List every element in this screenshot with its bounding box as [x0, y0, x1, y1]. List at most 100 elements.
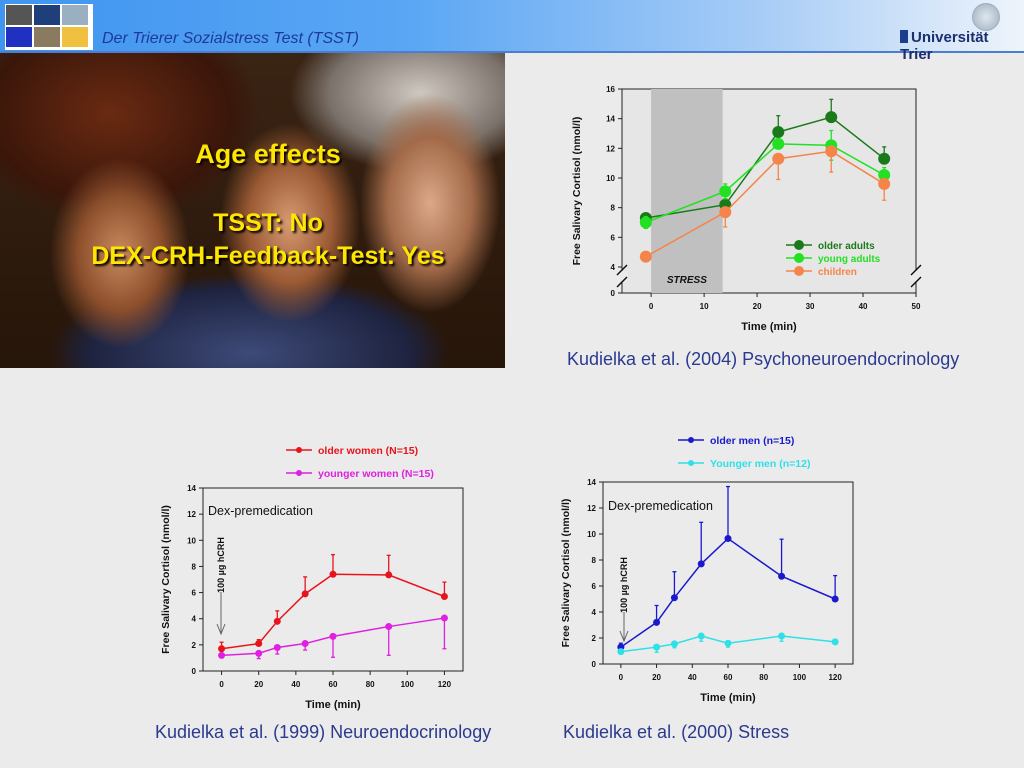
y-axis-label: Free Salivary Cortisol (nmol/l) — [560, 499, 572, 648]
x-tick-label: 100 — [401, 680, 415, 689]
photo-three-women: Age effects TSST: No DEX-CRH-Feedback-Te… — [0, 53, 505, 368]
legend-entry: Younger men (n=12) — [710, 458, 810, 470]
x-tick-label: 40 — [688, 673, 697, 682]
legend-entry: younger women (N=15) — [318, 468, 434, 480]
legend-entry: older men (n=15) — [710, 435, 794, 447]
presentation-title: Der Trierer Sozialstress Test (TSST) — [102, 30, 359, 47]
thumbnail-image — [62, 27, 88, 47]
data-point — [385, 571, 393, 579]
chart-3: 0 2 4 6 8 10 12 14 0 20 40 60 80 100 120 Time (min) Free… — [560, 435, 854, 704]
university-logo: Universität Trier — [900, 29, 1024, 63]
series-younger-men-n-12- — [617, 632, 839, 656]
data-point — [440, 592, 448, 600]
citation-top: Kudielka et al. (2004) Psychoneuroendocr… — [567, 349, 960, 369]
legend-marker — [296, 447, 302, 453]
legend-entry: older women (N=15) — [318, 445, 418, 457]
y-tick-label: 0 — [192, 667, 197, 676]
data-point — [639, 250, 652, 263]
x-tick-label: 100 — [793, 673, 807, 682]
x-tick-label: 20 — [652, 673, 661, 682]
x-tick-label: 30 — [806, 302, 815, 311]
data-point — [697, 632, 705, 640]
data-point — [329, 632, 337, 640]
data-point — [772, 137, 785, 150]
logo-mark-icon — [900, 30, 908, 43]
y-tick-label: 16 — [606, 85, 615, 94]
x-tick-label: 0 — [649, 302, 654, 311]
data-point — [670, 640, 678, 648]
x-tick-label: 40 — [291, 680, 300, 689]
legend-entry: older adults — [818, 241, 875, 252]
y-tick-label: 6 — [192, 589, 197, 598]
legend-marker — [688, 437, 694, 443]
stress-label: STRESS — [667, 275, 707, 286]
y-tick-label: 4 — [592, 608, 597, 617]
y-tick-label: 8 — [611, 204, 616, 213]
y-tick-label: 8 — [592, 556, 597, 565]
header-bar: Der Trierer Sozialstress Test (TSST) Uni… — [0, 0, 1024, 63]
dex-premedication-annotation: Dex-premedication — [608, 499, 713, 513]
data-point — [878, 169, 891, 182]
hcrh-injection-label: 100 µg hCRH — [216, 537, 226, 593]
data-point — [273, 617, 281, 625]
data-point — [273, 643, 281, 651]
x-tick-label: 20 — [753, 302, 762, 311]
y-axis-label: Free Salivary Cortisol (nmol/l) — [160, 505, 172, 654]
y-tick-label: 2 — [192, 641, 197, 650]
data-point — [719, 206, 732, 219]
data-point — [878, 152, 891, 165]
hcrh-injection-label: 100 µg hCRH — [619, 557, 629, 613]
photo-line-1: TSST: No — [213, 209, 323, 237]
data-point — [255, 649, 263, 657]
x-tick-label: 10 — [700, 302, 709, 311]
photo-heading: Age effects — [195, 139, 341, 169]
data-point — [778, 632, 786, 640]
y-axis-label: Free Salivary Cortisol (nmol/l) — [571, 117, 583, 266]
thumbnail-image — [62, 5, 88, 25]
y-tick-label: 0 — [592, 660, 597, 669]
axis-break-mark — [910, 264, 922, 288]
x-tick-label: 20 — [254, 680, 263, 689]
axis-break-mark — [616, 264, 628, 288]
x-axis-label: Time (min) — [305, 699, 361, 711]
data-point — [724, 639, 732, 647]
y-tick-label: 10 — [187, 536, 196, 545]
x-tick-label: 120 — [828, 673, 842, 682]
axis-break-gap — [616, 271, 628, 281]
data-point — [831, 595, 839, 603]
data-point — [617, 648, 625, 656]
thumbnail-image — [6, 5, 32, 25]
data-point — [772, 152, 785, 165]
arrow-down-icon — [216, 592, 226, 636]
data-point — [670, 594, 678, 602]
x-tick-label: 0 — [219, 680, 224, 689]
y-tick-label: 4 — [192, 615, 197, 624]
data-point — [719, 185, 732, 198]
data-point — [440, 614, 448, 622]
data-point — [218, 645, 226, 653]
legend-marker — [794, 253, 804, 263]
university-logo-text: Universität Trier — [900, 29, 989, 63]
y-tick-label: 0 — [611, 289, 616, 298]
thumbnail-image — [6, 27, 32, 47]
series-younger-women-n-15- — [218, 614, 448, 660]
stress-shaded-region — [651, 89, 723, 293]
y-tick-label: 6 — [611, 233, 616, 242]
data-point — [385, 623, 393, 631]
y-tick-label: 4 — [611, 263, 616, 272]
legend-marker — [296, 470, 302, 476]
x-tick-label: 80 — [366, 680, 375, 689]
x-tick-label: 120 — [438, 680, 452, 689]
data-point — [329, 570, 337, 578]
legend-marker — [688, 460, 694, 466]
citation-bottom-right: Kudielka et al. (2000) Stress — [563, 722, 790, 742]
university-seal-icon — [972, 3, 1000, 31]
x-axis-label: Time (min) — [700, 692, 756, 704]
data-point — [653, 618, 661, 626]
data-point — [301, 640, 309, 648]
series-older-women-n-15- — [218, 554, 448, 653]
chart-2: 0 2 4 6 8 10 12 14 0 20 40 60 80 100 120 Time (min) Free… — [160, 445, 464, 711]
y-tick-label: 2 — [592, 634, 597, 643]
thumbnail-image — [34, 5, 60, 25]
